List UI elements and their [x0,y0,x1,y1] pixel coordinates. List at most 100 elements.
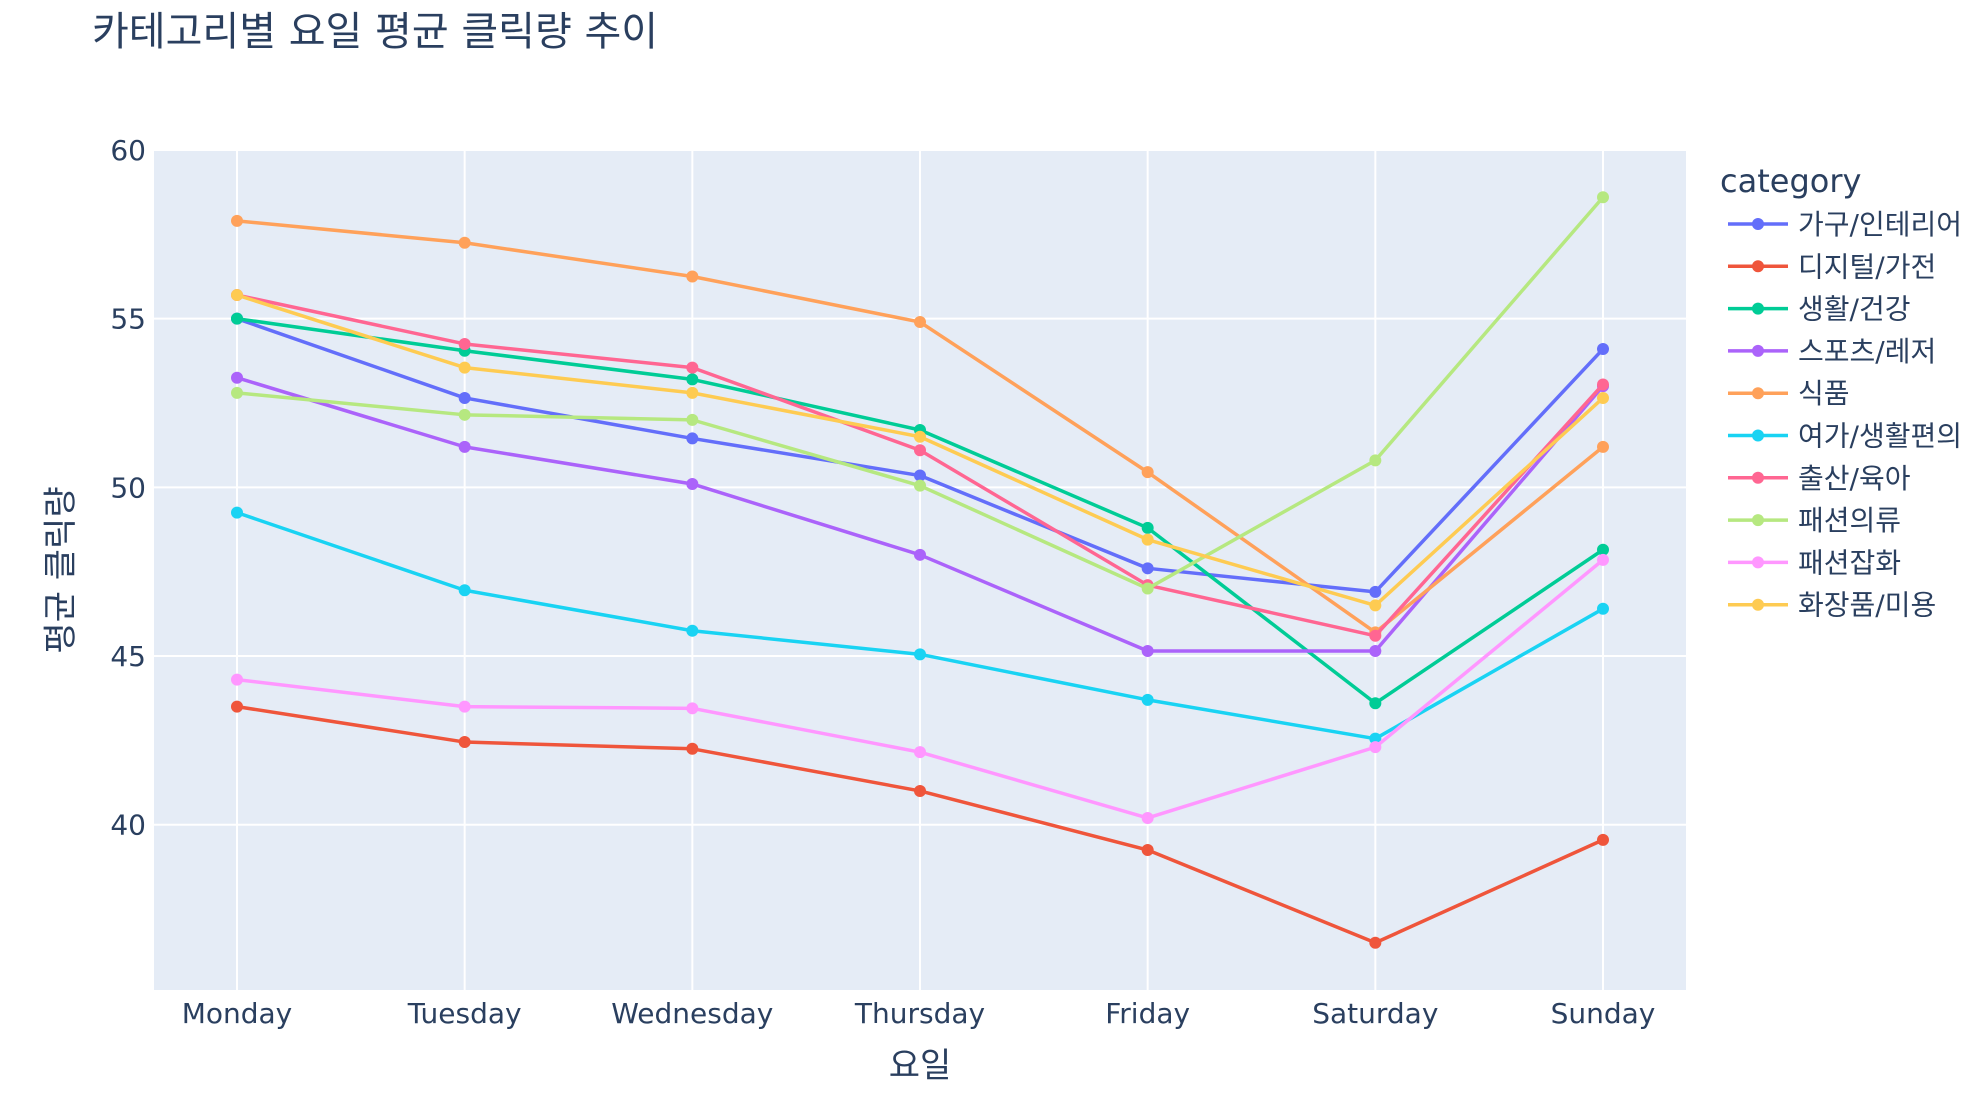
x-tick-label: Wednesday [611,997,773,1030]
data-point[interactable] [1141,844,1154,856]
legend-label: 식품 [1798,377,1850,410]
data-point[interactable] [458,236,471,249]
data-point[interactable] [231,214,243,227]
data-point[interactable] [686,432,699,445]
legend-title: category [1720,162,1861,200]
data-point[interactable] [1597,440,1609,453]
data-point[interactable] [458,408,471,421]
data-point[interactable] [1597,343,1609,356]
data-point[interactable] [231,386,243,399]
legend-swatch-marker [1752,260,1764,273]
legend-item[interactable]: 가구/인테리어 [1728,208,1962,241]
data-point[interactable] [458,337,471,350]
data-point[interactable] [1597,543,1609,556]
x-tick-label: Thursday [854,997,985,1030]
legend-swatch-marker [1752,302,1764,315]
y-tick-label: 40 [110,809,146,842]
data-point[interactable] [231,700,243,713]
data-point[interactable] [1369,936,1382,949]
data-point[interactable] [914,648,926,661]
data-point[interactable] [914,430,926,443]
legend-item[interactable]: 화장품/미용 [1728,589,1936,622]
data-point[interactable] [458,361,471,374]
data-point[interactable] [1141,811,1154,824]
data-point[interactable] [1597,391,1609,404]
data-point[interactable] [686,373,699,386]
data-point[interactable] [914,444,926,457]
data-point[interactable] [458,391,471,404]
data-point[interactable] [686,270,699,283]
series-9 [231,553,1609,824]
legend-label: 여가/생활편의 [1798,420,1962,453]
x-axis-title: 요일 [889,1046,952,1086]
data-point[interactable] [458,440,471,453]
legend-label: 디지털/가전 [1798,250,1936,283]
data-point[interactable] [686,477,699,490]
data-point[interactable] [1597,602,1609,615]
legend-item[interactable]: 패션잡화 [1728,546,1901,579]
y-axis-ticks: 40 45 50 55 60 [110,134,146,842]
data-point[interactable] [914,784,926,797]
data-point[interactable] [914,469,926,482]
x-tick-label: Monday [182,997,293,1030]
legend[interactable]: category 가구/인테리어디지털/가전생활/건강스포츠/레저식품여가/생활… [1720,162,1962,622]
legend-item[interactable]: 디지털/가전 [1728,250,1936,283]
data-point[interactable] [914,316,926,329]
data-point[interactable] [231,371,243,384]
legend-label: 스포츠/레저 [1798,335,1936,368]
data-point[interactable] [231,289,243,302]
data-point[interactable] [914,479,926,492]
legend-swatch-marker [1752,514,1764,527]
data-point[interactable] [1141,466,1154,479]
data-point[interactable] [1597,378,1609,391]
legend-item[interactable]: 여가/생활편의 [1728,420,1962,453]
legend-label: 출산/육아 [1798,462,1910,495]
data-point[interactable] [231,506,243,519]
legend-item[interactable]: 출산/육아 [1728,462,1910,495]
data-point[interactable] [1597,191,1609,204]
legend-item[interactable]: 스포츠/레저 [1728,335,1936,368]
legend-swatch-marker [1752,218,1764,230]
data-point[interactable] [686,386,699,399]
data-point[interactable] [686,702,699,715]
data-point[interactable] [914,746,926,759]
data-point[interactable] [1369,732,1382,745]
x-tick-label: Sunday [1551,997,1656,1030]
data-point[interactable] [1141,644,1154,657]
legend-item[interactable]: 패션의류 [1728,504,1901,537]
data-point[interactable] [1141,533,1154,546]
data-point[interactable] [686,413,699,426]
data-point[interactable] [1597,833,1609,846]
data-point[interactable] [1369,644,1382,657]
data-point[interactable] [1369,697,1382,710]
data-point[interactable] [1141,521,1154,534]
x-tick-label: Saturday [1312,997,1438,1030]
data-point[interactable] [1597,553,1609,566]
data-point[interactable] [231,312,243,325]
data-point[interactable] [1369,741,1382,754]
legend-item[interactable]: 식품 [1728,377,1850,410]
data-point[interactable] [1369,585,1382,598]
data-point[interactable] [686,742,699,755]
data-point[interactable] [1141,562,1154,575]
legend-swatch-marker [1752,344,1764,357]
series-lines [231,191,1609,949]
data-point[interactable] [914,548,926,561]
data-point[interactable] [231,673,243,686]
legend-swatch-marker [1752,387,1764,400]
data-point[interactable] [686,361,699,374]
data-point[interactable] [1369,454,1382,467]
data-point[interactable] [1369,599,1382,612]
legend-label: 가구/인테리어 [1798,208,1962,241]
data-point[interactable] [1369,629,1382,642]
series-2 [231,700,1609,949]
data-point[interactable] [458,584,471,597]
data-point[interactable] [1141,582,1154,595]
data-point[interactable] [686,624,699,637]
legend-item[interactable]: 생활/건강 [1728,293,1910,326]
data-point[interactable] [1141,693,1154,706]
data-point[interactable] [458,700,471,713]
y-tick-label: 45 [110,640,146,673]
data-point[interactable] [458,736,471,749]
